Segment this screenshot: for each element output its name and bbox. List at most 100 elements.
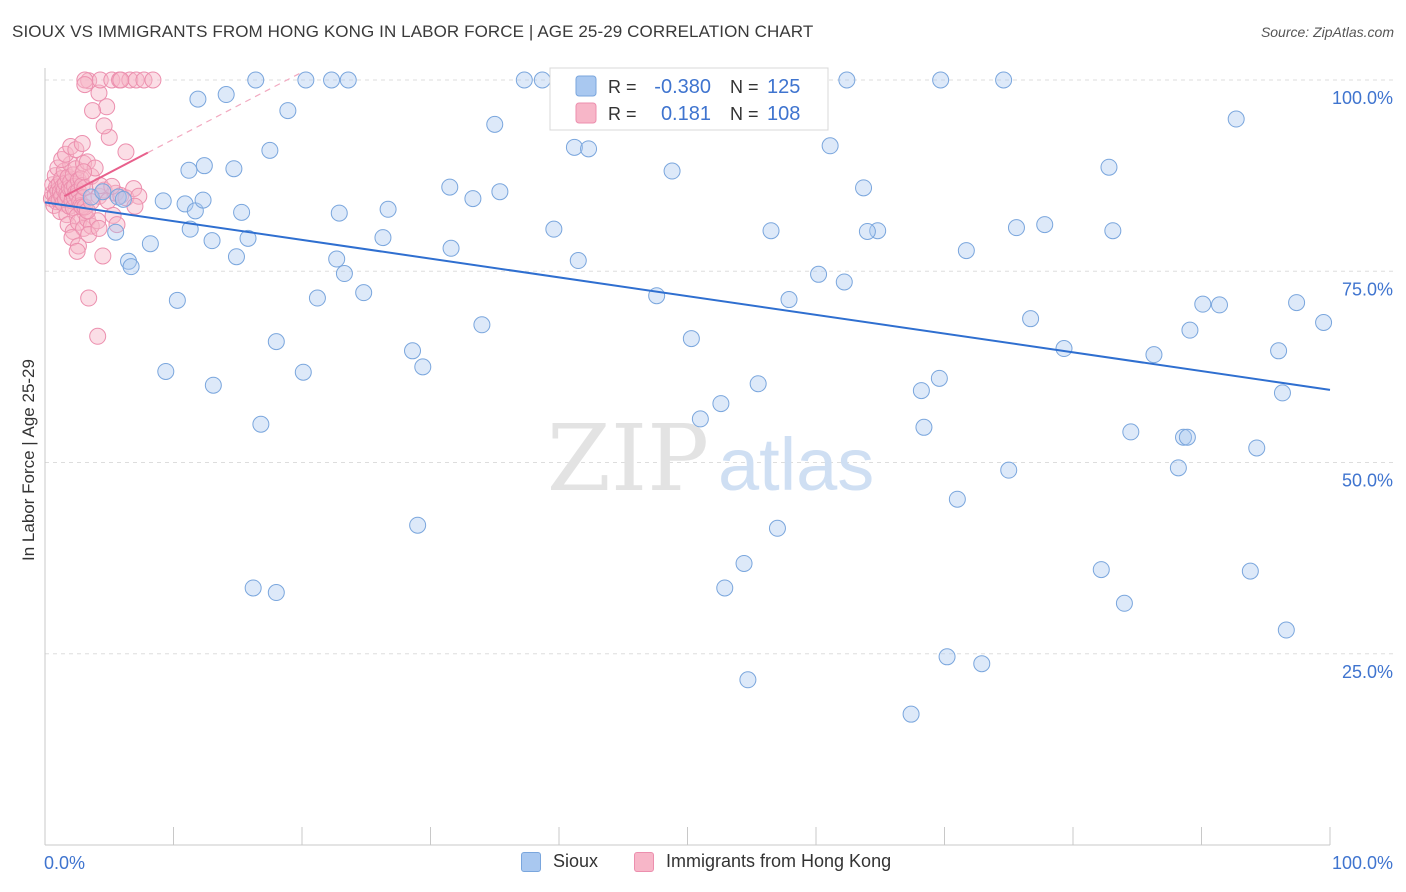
- sioux-point: [735, 554, 753, 572]
- sioux-point: [323, 71, 341, 89]
- sioux-point: [1288, 294, 1306, 312]
- axes: [44, 68, 1331, 846]
- stats-legend-swatch-hk: [575, 102, 597, 124]
- sioux-point: [1092, 561, 1110, 579]
- hk-point: [121, 71, 139, 89]
- stats-legend: R = -0.380 N = 125 R = 0.181 N = 108: [549, 67, 829, 131]
- x-tick-label: 0.0%: [44, 853, 85, 873]
- hk-point: [68, 242, 86, 260]
- hk-point: [76, 71, 94, 89]
- sioux-point: [335, 265, 353, 283]
- hk-point: [94, 247, 112, 265]
- sioux-point: [491, 183, 509, 201]
- trend-lines: [44, 71, 1331, 391]
- sioux-point: [1315, 314, 1333, 332]
- sioux-point: [239, 229, 257, 247]
- sioux-point: [330, 204, 348, 222]
- sioux-point: [835, 273, 853, 291]
- source-label: Source: ZipAtlas.com: [1260, 24, 1394, 40]
- sioux-point: [915, 418, 933, 436]
- sioux-point: [1007, 219, 1025, 237]
- sioux-point: [948, 490, 966, 508]
- stats-n-label-sioux: N =: [730, 77, 759, 97]
- sioux-point: [932, 71, 950, 89]
- sioux-point: [545, 220, 563, 238]
- watermark-atlas: atlas: [718, 423, 874, 506]
- sioux-point: [94, 183, 112, 201]
- hk-point: [80, 226, 98, 244]
- sioux-point: [247, 71, 265, 89]
- sioux-point: [203, 232, 221, 250]
- hk-point: [117, 143, 135, 161]
- sioux-point: [404, 342, 422, 360]
- sioux-point: [515, 71, 533, 89]
- sioux-point: [1055, 340, 1073, 358]
- sioux-point: [810, 265, 828, 283]
- hk-trend-line: [63, 151, 149, 198]
- sioux-point: [252, 415, 270, 433]
- sioux-point: [739, 671, 757, 689]
- sioux-point: [442, 239, 460, 257]
- sioux-point: [176, 195, 194, 213]
- sioux-point: [355, 284, 373, 302]
- hk-point: [78, 202, 96, 220]
- legend-label-sioux: Sioux: [553, 851, 599, 871]
- sioux-point: [122, 258, 140, 276]
- sioux-point: [1181, 321, 1199, 339]
- sioux-point: [957, 242, 975, 260]
- hk-point: [73, 134, 91, 152]
- hk-point: [76, 76, 94, 94]
- hk-point: [135, 71, 153, 89]
- sioux-point: [938, 648, 956, 666]
- sioux-point: [195, 157, 213, 175]
- sioux-point: [1178, 428, 1196, 446]
- sioux-point: [227, 248, 245, 266]
- stats-r-value-sioux: -0.380: [654, 76, 711, 98]
- hk-point: [98, 98, 116, 116]
- y-tick-label: 100.0%: [1332, 88, 1393, 108]
- sioux-point: [780, 291, 798, 309]
- sioux-point: [1270, 342, 1288, 360]
- sioux-point: [1022, 310, 1040, 328]
- sioux-point: [409, 516, 427, 534]
- sioux-point: [821, 137, 839, 155]
- sioux-point: [858, 222, 876, 240]
- sioux-point: [374, 229, 392, 247]
- sioux-point: [279, 102, 297, 120]
- sioux-point: [308, 289, 326, 307]
- sioux-point: [912, 382, 930, 400]
- hk-point: [75, 163, 93, 181]
- sioux-point: [414, 358, 432, 376]
- sioux-point: [204, 376, 222, 394]
- sioux-point: [1273, 384, 1291, 402]
- hk-point: [90, 84, 108, 102]
- sioux-point: [1210, 296, 1228, 314]
- sioux-point: [1000, 461, 1018, 479]
- legend-swatch-sioux: [521, 851, 541, 872]
- sioux-point: [1104, 222, 1122, 240]
- sioux-point: [1227, 110, 1245, 128]
- y-tick-label: 25.0%: [1342, 662, 1393, 682]
- sioux-point: [267, 584, 285, 602]
- hk-point: [89, 327, 107, 345]
- sioux-point: [855, 179, 873, 197]
- sioux-point: [1115, 594, 1133, 612]
- y-tick-label: 50.0%: [1342, 471, 1393, 491]
- sioux-point: [1194, 295, 1212, 313]
- legend-item-sioux: Sioux: [521, 851, 598, 872]
- stats-r-label-hk: R =: [608, 104, 637, 124]
- sioux-point: [154, 192, 172, 210]
- sioux-point: [267, 333, 285, 351]
- stats-r-label-sioux: R =: [608, 77, 637, 97]
- sioux-point: [464, 190, 482, 208]
- sioux-point: [1248, 439, 1266, 457]
- sioux-point: [181, 220, 199, 238]
- sioux-point: [339, 71, 357, 89]
- sioux-point: [180, 161, 198, 179]
- sioux-point: [762, 222, 780, 240]
- sioux-point: [168, 291, 186, 309]
- sioux-point: [441, 178, 459, 196]
- hk-point: [95, 117, 113, 135]
- sioux-point: [580, 140, 598, 158]
